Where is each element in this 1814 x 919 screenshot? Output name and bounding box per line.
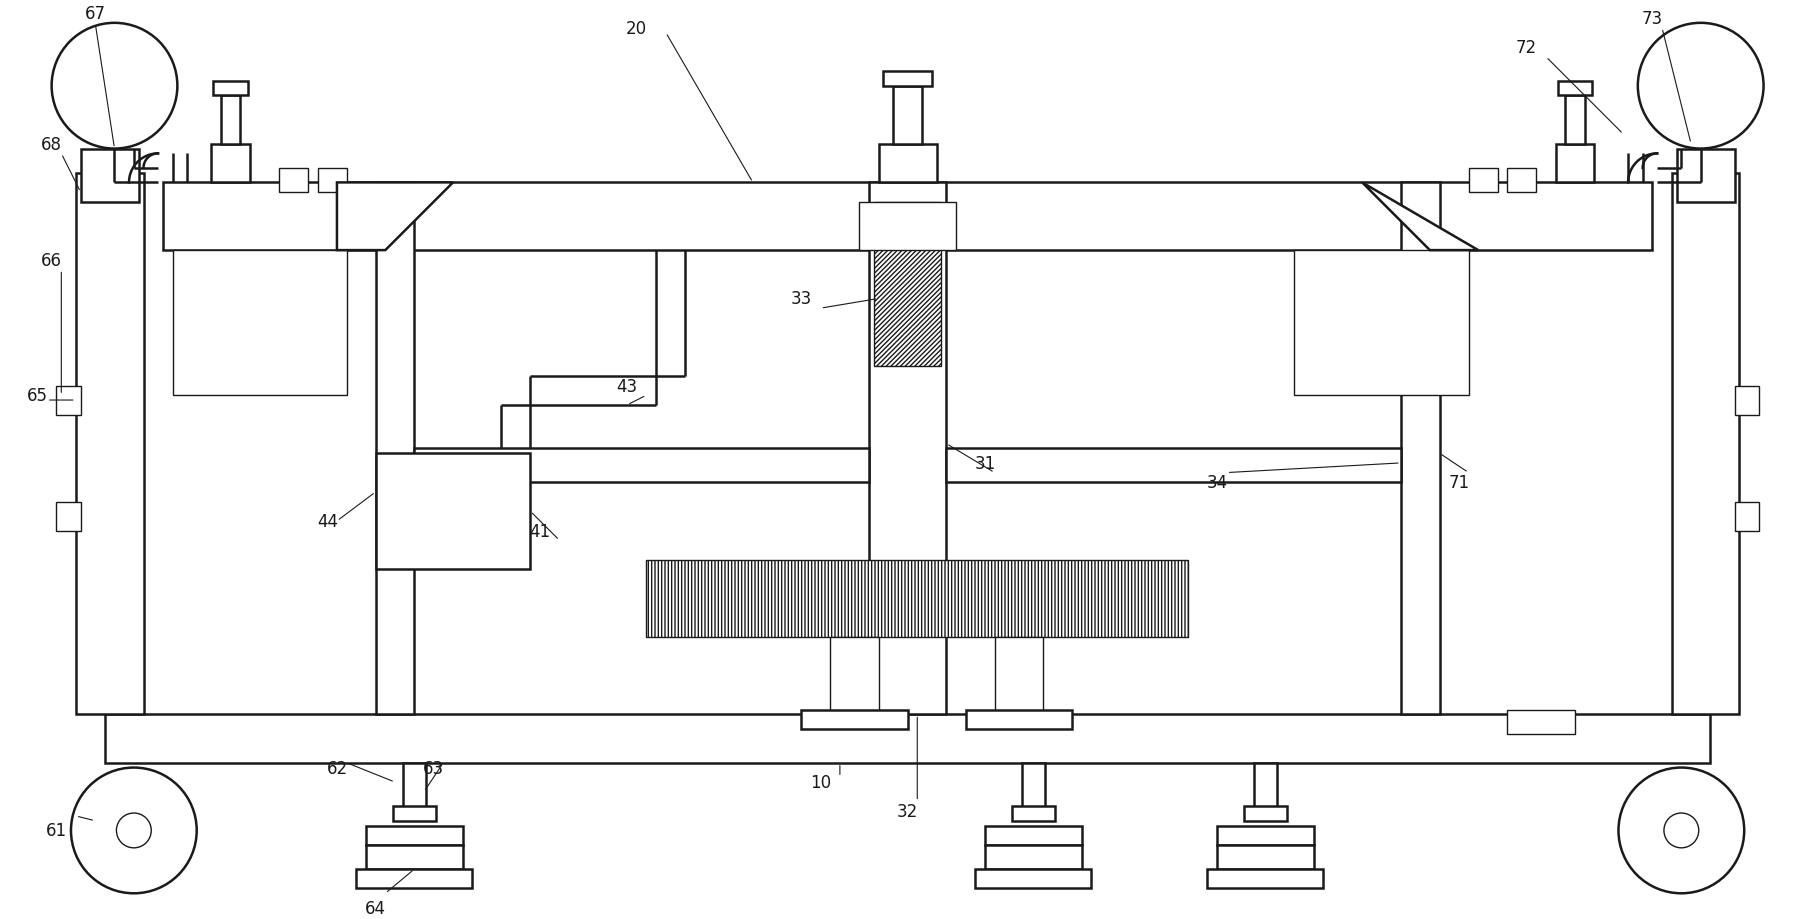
- Text: 41: 41: [530, 522, 550, 540]
- Bar: [1556, 82, 1591, 96]
- Bar: [1468, 169, 1497, 193]
- Text: 65: 65: [27, 387, 47, 404]
- Bar: [829, 637, 878, 715]
- Circle shape: [1636, 24, 1763, 150]
- Text: 33: 33: [791, 290, 811, 308]
- Bar: [414, 448, 869, 482]
- Text: 68: 68: [42, 136, 62, 153]
- Bar: [210, 144, 250, 183]
- Text: 66: 66: [42, 252, 62, 269]
- Text: 43: 43: [617, 377, 637, 395]
- Bar: [1676, 150, 1734, 202]
- Bar: [869, 183, 945, 715]
- Bar: [1293, 251, 1468, 396]
- Polygon shape: [1362, 183, 1477, 251]
- Bar: [1243, 806, 1286, 821]
- Bar: [883, 72, 931, 86]
- Bar: [279, 169, 308, 193]
- Bar: [800, 709, 907, 729]
- Circle shape: [116, 813, 151, 848]
- Text: 71: 71: [1448, 473, 1469, 492]
- Bar: [80, 150, 138, 202]
- Bar: [172, 251, 346, 396]
- Text: 20: 20: [626, 19, 648, 38]
- Bar: [375, 183, 414, 715]
- Bar: [403, 763, 426, 811]
- Circle shape: [71, 767, 196, 893]
- Bar: [1012, 806, 1054, 821]
- Bar: [1506, 169, 1535, 193]
- Bar: [163, 183, 1651, 251]
- Bar: [105, 715, 1709, 763]
- Bar: [56, 502, 80, 531]
- Circle shape: [1663, 813, 1698, 848]
- Text: 72: 72: [1515, 39, 1536, 57]
- Bar: [356, 869, 472, 889]
- Bar: [394, 806, 435, 821]
- Text: 73: 73: [1642, 10, 1662, 28]
- Bar: [212, 82, 249, 96]
- Bar: [945, 448, 1400, 482]
- Bar: [366, 845, 463, 869]
- Bar: [1400, 183, 1439, 715]
- Text: 34: 34: [1206, 473, 1226, 492]
- Text: 44: 44: [317, 513, 337, 530]
- Bar: [965, 709, 1072, 729]
- Text: 61: 61: [45, 822, 67, 840]
- Bar: [1555, 144, 1593, 183]
- Polygon shape: [337, 183, 454, 251]
- Bar: [974, 869, 1090, 889]
- Bar: [858, 202, 956, 251]
- Text: 64: 64: [365, 899, 386, 917]
- Bar: [1734, 386, 1758, 415]
- Bar: [375, 454, 530, 570]
- Text: 63: 63: [423, 759, 444, 777]
- Text: 62: 62: [327, 759, 346, 777]
- Bar: [317, 169, 346, 193]
- Bar: [1506, 709, 1575, 734]
- Bar: [1734, 502, 1758, 531]
- Bar: [985, 845, 1081, 869]
- Bar: [1217, 845, 1313, 869]
- Bar: [878, 144, 936, 183]
- Bar: [76, 174, 143, 715]
- Bar: [1206, 869, 1322, 889]
- Text: 31: 31: [974, 454, 996, 472]
- Bar: [994, 637, 1043, 715]
- Bar: [366, 825, 463, 845]
- Bar: [1021, 763, 1045, 811]
- Bar: [892, 86, 922, 144]
- Circle shape: [51, 24, 178, 150]
- Bar: [873, 202, 941, 367]
- Circle shape: [1618, 767, 1743, 893]
- Bar: [1564, 96, 1584, 144]
- Text: 32: 32: [896, 802, 918, 820]
- Bar: [985, 825, 1081, 845]
- Bar: [1217, 825, 1313, 845]
- Text: 67: 67: [85, 6, 105, 23]
- Text: 10: 10: [809, 773, 831, 791]
- Bar: [646, 560, 1188, 637]
- Bar: [56, 386, 80, 415]
- Bar: [1253, 763, 1277, 811]
- Bar: [221, 96, 239, 144]
- Bar: [1671, 174, 1738, 715]
